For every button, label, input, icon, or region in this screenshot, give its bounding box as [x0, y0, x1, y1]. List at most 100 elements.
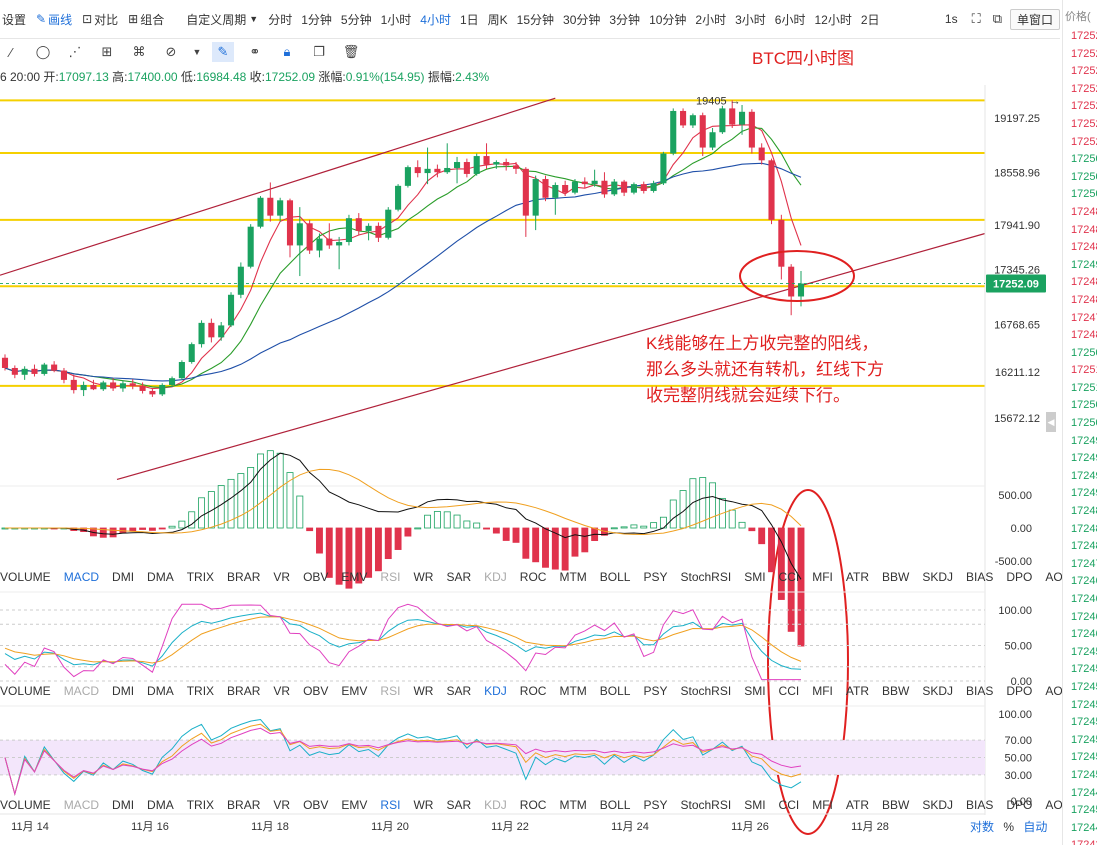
indicator-tab-cci[interactable]: CCI: [778, 570, 800, 584]
indicator-tab-dmi[interactable]: DMI: [112, 684, 135, 698]
indicator-tab-smi[interactable]: SMI: [744, 798, 766, 812]
indicator-tab-boll[interactable]: BOLL: [599, 798, 631, 812]
indicator-tab-atr[interactable]: ATR: [845, 798, 869, 812]
indicator-tab-brar[interactable]: BRAR: [227, 798, 261, 812]
toolbar-item-combo[interactable]: ⊞ 组合: [128, 11, 164, 28]
indicator-tab-boll[interactable]: BOLL: [599, 684, 631, 698]
indicator-tab-kdj[interactable]: KDJ: [484, 570, 507, 584]
indicator-tab-rsi[interactable]: RSI: [380, 570, 401, 584]
period-3[interactable]: 1小时: [380, 12, 412, 27]
indicator-tab-bbw[interactable]: BBW: [882, 684, 910, 698]
indicator-tab-boll[interactable]: BOLL: [599, 570, 631, 584]
indicator-tab-skdj[interactable]: SKDJ: [922, 798, 954, 812]
grid-tool-icon[interactable]: ⊞: [101, 44, 113, 59]
indicator-tab-vr[interactable]: VR: [273, 684, 291, 698]
indicator-tab-roc[interactable]: ROC: [519, 684, 547, 698]
indicator-tab-dma[interactable]: DMA: [147, 684, 174, 698]
copy-icon[interactable]: ❐: [313, 44, 325, 59]
period-5[interactable]: 1日: [459, 12, 479, 27]
ellipse-tool-icon[interactable]: ◯: [35, 44, 51, 59]
indicator-tab-mtm[interactable]: MTM: [559, 684, 587, 698]
wave-tool-icon[interactable]: ⋰: [68, 44, 82, 59]
indicator-tab-dpo[interactable]: DPO: [1006, 684, 1033, 698]
indicator-tab-bias[interactable]: BIAS: [966, 684, 994, 698]
indicator-tab-obv[interactable]: OBV: [303, 684, 329, 698]
indicator-tab-trix[interactable]: TRIX: [186, 798, 215, 812]
toolbar-item-draw[interactable]: ✎ 画线: [36, 11, 72, 28]
period-6[interactable]: 周K: [487, 12, 508, 27]
indicator-tab-skdj[interactable]: SKDJ: [922, 570, 954, 584]
indicator-tab-bias[interactable]: BIAS: [966, 798, 994, 812]
toolbar-item-compare[interactable]: ⊡ 对比: [82, 11, 118, 28]
indicator-tab-trix[interactable]: TRIX: [186, 570, 215, 584]
indicator-tab-wr[interactable]: WR: [413, 798, 434, 812]
toolbar-item-settings[interactable]: 设置: [0, 11, 26, 28]
indicator-tab-rsi[interactable]: RSI: [380, 798, 401, 812]
indicator-tab-mfi[interactable]: MFI: [812, 798, 833, 812]
indicator-tab-mtm[interactable]: MTM: [559, 798, 587, 812]
period-1[interactable]: 1分钟: [301, 12, 332, 27]
indicator-tab-roc[interactable]: ROC: [519, 570, 547, 584]
indicator-tab-macd[interactable]: MACD: [63, 684, 100, 698]
indicator-tab-stochrsi[interactable]: StochRSI: [680, 798, 732, 812]
indicator-tab-sar[interactable]: SAR: [446, 684, 472, 698]
indicator-tab-vr[interactable]: VR: [273, 798, 291, 812]
period-12[interactable]: 3小时: [735, 12, 766, 27]
period-7[interactable]: 15分钟: [516, 12, 555, 27]
indicator-tab-obv[interactable]: OBV: [303, 798, 329, 812]
popout-icon[interactable]: ⧉: [992, 11, 1002, 26]
indicator-tab-smi[interactable]: SMI: [744, 684, 766, 698]
indicator-tab-macd[interactable]: MACD: [63, 798, 100, 812]
interval-button[interactable]: 1s: [944, 12, 958, 26]
magnet-icon[interactable]: ⊘: [165, 44, 177, 59]
period-9[interactable]: 3分钟: [609, 12, 641, 27]
period-8[interactable]: 30分钟: [563, 12, 601, 27]
indicator-tab-bias[interactable]: BIAS: [966, 570, 994, 584]
indicator-tab-skdj[interactable]: SKDJ: [922, 684, 954, 698]
indicator-tab-volume[interactable]: VOLUME: [0, 798, 51, 812]
indicator-tab-psy[interactable]: PSY: [643, 684, 668, 698]
indicator-tab-psy[interactable]: PSY: [643, 570, 668, 584]
indicator-tab-cci[interactable]: CCI: [778, 798, 800, 812]
line-tool-icon[interactable]: ⁄: [9, 44, 13, 60]
indicator-tab-ao[interactable]: AO: [1045, 798, 1063, 812]
indicator-tab-dpo[interactable]: DPO: [1006, 798, 1033, 812]
indicator-tab-stochrsi[interactable]: StochRSI: [680, 570, 732, 584]
indicator-tab-wr[interactable]: WR: [413, 684, 434, 698]
indicator-tab-mfi[interactable]: MFI: [812, 684, 833, 698]
pen-active-icon[interactable]: ✎: [212, 42, 234, 62]
indicator-tab-dpo[interactable]: DPO: [1006, 570, 1033, 584]
period-10[interactable]: 10分钟: [649, 12, 687, 27]
chevron-down-icon[interactable]: ▼: [192, 47, 202, 57]
indicator-tab-obv[interactable]: OBV: [303, 570, 329, 584]
period-0[interactable]: 分时: [268, 12, 293, 27]
indicator-tab-roc[interactable]: ROC: [519, 798, 547, 812]
indicator-tab-volume[interactable]: VOLUME: [0, 684, 51, 698]
period-13[interactable]: 6小时: [774, 12, 806, 27]
lock-icon[interactable]: 🔒︎: [283, 44, 291, 59]
indicator-tab-dma[interactable]: DMA: [147, 798, 174, 812]
indicator-tab-wr[interactable]: WR: [413, 570, 434, 584]
collapse-arrow-icon[interactable]: ◀: [1046, 412, 1056, 432]
custom-period-dropdown[interactable]: 自定义周期 ▼: [186, 11, 258, 28]
auto-scale-button[interactable]: 自动: [1023, 820, 1048, 834]
percent-scale-button[interactable]: %: [1003, 820, 1015, 834]
indicator-tab-mtm[interactable]: MTM: [559, 570, 587, 584]
indicator-tab-emv[interactable]: EMV: [341, 684, 368, 698]
indicator-tab-sar[interactable]: SAR: [446, 798, 472, 812]
trash-icon[interactable]: 🗑︎: [342, 44, 360, 59]
fullscreen-icon[interactable]: ⛶: [971, 11, 981, 26]
shape-tool-icon[interactable]: ⌘: [132, 44, 146, 59]
indicator-tab-dmi[interactable]: DMI: [112, 570, 135, 584]
indicator-tab-brar[interactable]: BRAR: [227, 570, 261, 584]
indicator-tab-mfi[interactable]: MFI: [812, 570, 833, 584]
indicator-tab-atr[interactable]: ATR: [845, 684, 869, 698]
indicator-tab-brar[interactable]: BRAR: [227, 684, 261, 698]
period-15[interactable]: 2日: [860, 12, 880, 27]
indicator-tab-atr[interactable]: ATR: [845, 570, 869, 584]
link-icon[interactable]: ⚭: [249, 44, 261, 59]
period-4[interactable]: 4小时: [420, 12, 451, 27]
indicator-tab-trix[interactable]: TRIX: [186, 684, 215, 698]
window-mode-button[interactable]: 单窗口: [1009, 8, 1060, 30]
indicator-tab-cci[interactable]: CCI: [778, 684, 800, 698]
